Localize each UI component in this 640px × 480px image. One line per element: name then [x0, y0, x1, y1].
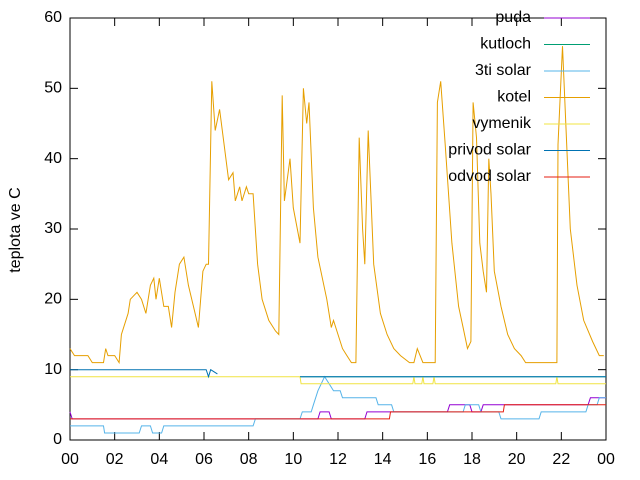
series-line: [69, 397, 606, 420]
x-tick-label: 20: [508, 451, 526, 468]
x-tick-label: 18: [463, 451, 481, 468]
legend-label: puda: [495, 9, 531, 26]
legend-label: privod solar: [448, 142, 531, 159]
series-line: [70, 375, 606, 434]
series-line: [70, 376, 606, 385]
y-tick-label: 50: [44, 80, 62, 97]
x-tick-label: 16: [418, 451, 436, 468]
x-tick-label: 12: [329, 451, 347, 468]
x-tick-label: 00: [61, 451, 79, 468]
y-axis-label: teplota ve C: [7, 187, 24, 272]
y-tick-label: 60: [44, 9, 62, 26]
x-tick-label: 10: [284, 451, 302, 468]
legend-label: vymenik: [472, 115, 532, 132]
series-line: [70, 368, 606, 379]
y-tick-label: 40: [44, 150, 62, 167]
x-tick-label: 22: [552, 451, 570, 468]
series-line: [69, 46, 604, 365]
y-tick-label: 0: [53, 431, 62, 448]
legend-label: 3ti solar: [475, 62, 532, 79]
x-tick-label: 14: [374, 451, 392, 468]
x-tick-label: 06: [195, 451, 213, 468]
legend-label: kotel: [497, 89, 531, 106]
x-tick-label: 04: [150, 451, 168, 468]
y-tick-label: 30: [44, 220, 62, 237]
x-tick-label: 08: [240, 451, 258, 468]
y-tick-label: 20: [44, 291, 62, 308]
y-tick-label: 10: [44, 361, 62, 378]
series-line: [70, 404, 606, 420]
legend-label: kutloch: [480, 36, 531, 53]
x-tick-label: 00: [597, 451, 615, 468]
x-tick-label: 02: [106, 451, 124, 468]
legend-label: odvod solar: [448, 168, 531, 185]
